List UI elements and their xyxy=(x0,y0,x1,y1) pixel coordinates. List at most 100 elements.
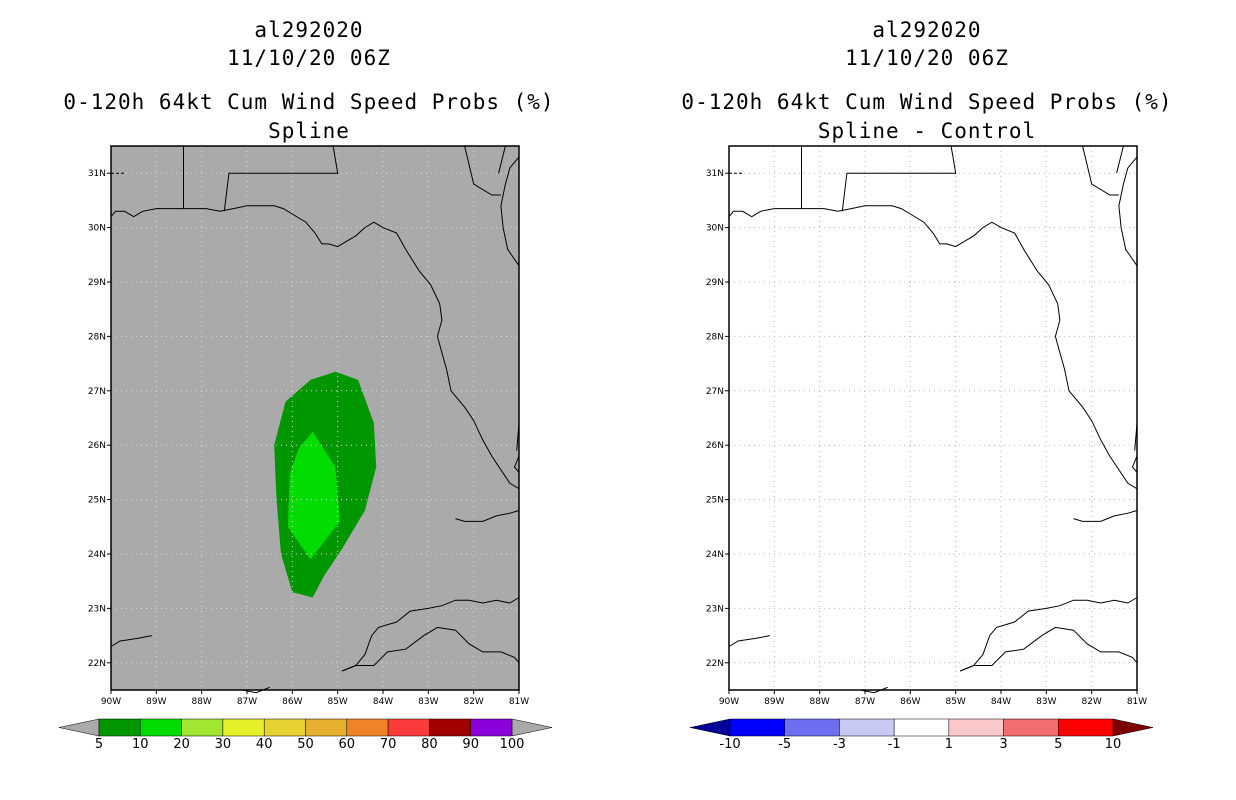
state-border xyxy=(498,145,506,174)
colorbar-label: 10 xyxy=(1105,737,1122,752)
left-storm-id: al292020 xyxy=(254,18,364,42)
x-tick-label: 85W xyxy=(327,697,347,707)
right-product-title: 0-120h 64kt Cum Wind Speed Probs (%) xyxy=(681,90,1173,114)
x-tick-label: 88W xyxy=(809,697,829,707)
coastline xyxy=(110,635,152,647)
colorbar-swatch xyxy=(346,718,389,737)
colorbar-over-arrow xyxy=(1112,718,1154,737)
y-tick-label: 23N xyxy=(706,604,724,614)
probability-contour-10-20 xyxy=(287,431,340,560)
colorbar-label: 3 xyxy=(999,737,1007,752)
y-tick-label: 31N xyxy=(88,169,106,179)
colorbar-swatch xyxy=(263,718,306,737)
colorbar-swatch xyxy=(893,718,950,737)
plot-area xyxy=(729,146,1137,690)
colorbar-swatch xyxy=(784,718,840,737)
colorbar-under-arrow xyxy=(689,718,731,737)
colorbar-label: 1 xyxy=(945,737,953,752)
x-tick-label: 90W xyxy=(101,697,121,707)
colorbar-swatch xyxy=(140,718,182,737)
y-tick-label: 23N xyxy=(88,604,106,614)
coastline xyxy=(1118,156,1138,266)
colorbar-label: 40 xyxy=(256,737,273,752)
colorbar-swatch xyxy=(429,718,471,737)
coastline xyxy=(1073,510,1138,522)
y-tick-label: 29N xyxy=(88,278,106,288)
coastline xyxy=(728,635,770,647)
y-tick-label: 22N xyxy=(88,659,106,669)
plot-frame xyxy=(110,145,520,691)
y-tick-label: 24N xyxy=(88,550,106,560)
state-border xyxy=(464,145,501,196)
y-tick-label: 29N xyxy=(706,278,724,288)
colorbar-under-arrow xyxy=(58,718,100,737)
x-tick-label: 89W xyxy=(764,697,784,707)
y-tick-label: 26N xyxy=(706,441,724,451)
colorbar: 5 10 20 30 40 50 60 70 80 90 100 xyxy=(58,718,553,752)
coastline xyxy=(1131,455,1138,473)
y-tick-label: 31N xyxy=(706,169,724,179)
left-subtitle: Spline xyxy=(268,119,350,143)
state-border xyxy=(223,145,339,212)
y-tick-label: 22N xyxy=(706,659,724,669)
colorbar-swatch xyxy=(305,718,348,737)
colorbar-label: 30 xyxy=(215,737,232,752)
colorbar-label: 80 xyxy=(421,737,438,752)
colorbar-label: -3 xyxy=(833,737,846,752)
y-tick-label: 27N xyxy=(88,387,106,397)
colorbar-swatch xyxy=(948,718,1004,737)
right-subtitle: Spline - Control xyxy=(817,119,1037,143)
left-datetime: 11/10/20 06Z xyxy=(227,46,391,70)
x-tick-label: 88W xyxy=(191,697,211,707)
x-tick-label: 82W xyxy=(1081,697,1101,707)
colorbar-label: -10 xyxy=(719,737,740,752)
state-border xyxy=(841,145,957,212)
colorbar-swatch xyxy=(729,718,785,737)
colorbar-label: 5 xyxy=(1054,737,1062,752)
x-tick-label: 84W xyxy=(373,697,393,707)
coastline xyxy=(960,597,1138,672)
y-tick-label: 30N xyxy=(706,224,724,234)
colorbar-label: -1 xyxy=(888,737,901,752)
colorbar-label: 20 xyxy=(173,737,190,752)
y-tick-label: 25N xyxy=(88,496,106,506)
colorbar-label: 10 xyxy=(132,737,149,752)
colorbar-label: 100 xyxy=(500,737,525,752)
y-tick-label: 30N xyxy=(88,224,106,234)
colorbar-over-arrow xyxy=(511,718,553,737)
y-tick-label: 24N xyxy=(706,550,724,560)
state-border xyxy=(1082,145,1119,196)
colorbar-label: 70 xyxy=(380,737,397,752)
x-tick-label: 87W xyxy=(855,697,875,707)
y-tick-label: 28N xyxy=(706,332,724,342)
colorbar-label: -5 xyxy=(778,737,791,752)
coastline xyxy=(960,626,1138,672)
coastline xyxy=(500,156,520,266)
colorbar-swatch xyxy=(387,718,430,737)
x-tick-label: 86W xyxy=(282,697,302,707)
chart-panel-1: 90W 89W 88W 87W 86W 85W 84W 83W 82W 81W 22N 23N 24N 2… xyxy=(58,145,553,752)
colorbar-swatch xyxy=(839,718,895,737)
x-tick-label: 81W xyxy=(1127,697,1147,707)
plot-frame xyxy=(728,145,1138,691)
chart-panel-2: 90W 89W 88W 87W 86W 85W 84W 83W 82W 81W 22N 23N 24N 2… xyxy=(689,145,1154,752)
y-tick-label: 27N xyxy=(706,387,724,397)
right-datetime: 11/10/20 06Z xyxy=(845,46,1009,70)
colorbar-label: 60 xyxy=(339,737,356,752)
x-tick-label: 89W xyxy=(146,697,166,707)
colorbar-swatch xyxy=(181,718,224,737)
coastline xyxy=(342,597,520,672)
x-tick-label: 83W xyxy=(418,697,438,707)
colorbar-swatch xyxy=(1003,718,1059,737)
x-tick-label: 81W xyxy=(509,697,529,707)
x-tick-label: 85W xyxy=(945,697,965,707)
colorbar-label: 5 xyxy=(95,737,103,752)
colorbar-swatch xyxy=(470,718,513,737)
x-tick-label: 87W xyxy=(237,697,257,707)
y-tick-label: 28N xyxy=(88,332,106,342)
colorbar-label: 90 xyxy=(462,737,479,752)
x-tick-label: 86W xyxy=(900,697,920,707)
colorbar-swatch xyxy=(1058,718,1114,737)
x-tick-label: 83W xyxy=(1036,697,1056,707)
